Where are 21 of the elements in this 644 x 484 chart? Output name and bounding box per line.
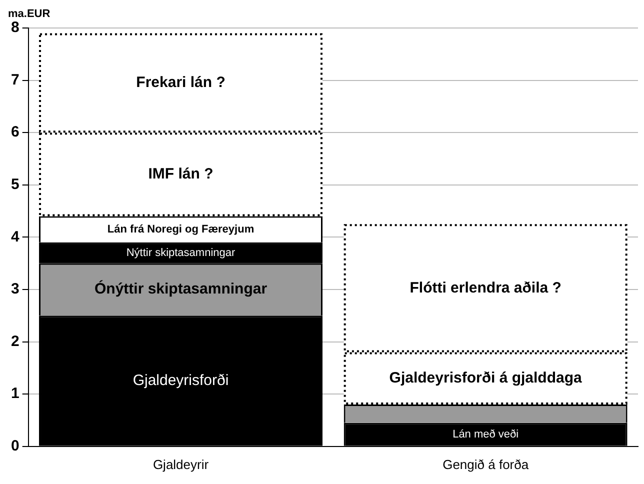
x-tick-label: Gjaldeyrir <box>152 456 210 472</box>
y-tick-label: 5 <box>11 176 20 194</box>
series-label: Gjaldeyrisforði <box>132 372 229 389</box>
y-tick-label: 4 <box>11 228 20 246</box>
y-tick-label: 7 <box>11 71 20 88</box>
y-tick-label: 8 <box>11 19 20 36</box>
y-axis-title: ma.EUR <box>8 8 50 20</box>
series-label: Nýttir skiptasamningar <box>126 246 236 259</box>
y-tick-label: 2 <box>11 332 20 350</box>
series-label: Lán með veði <box>452 428 519 440</box>
y-tick-label: 0 <box>11 438 20 455</box>
series-label: Ónýttir skiptasamningar <box>94 280 268 298</box>
series-label: Frekari lán ? <box>136 74 226 92</box>
series-label: Lán frá Noregi og Færeyjum <box>107 223 254 236</box>
series-label: IMF lán ? <box>148 166 214 183</box>
y-tick-label: 1 <box>11 385 20 402</box>
y-tick-label: 3 <box>11 280 20 298</box>
x-tick-label: Gengið á forða <box>442 456 530 472</box>
series-label: Gjaldeyrisforði á gjalddaga <box>389 370 583 387</box>
series-label: Flótti erlendra aðila ? <box>410 279 562 296</box>
y-tick-label: 6 <box>11 124 20 141</box>
